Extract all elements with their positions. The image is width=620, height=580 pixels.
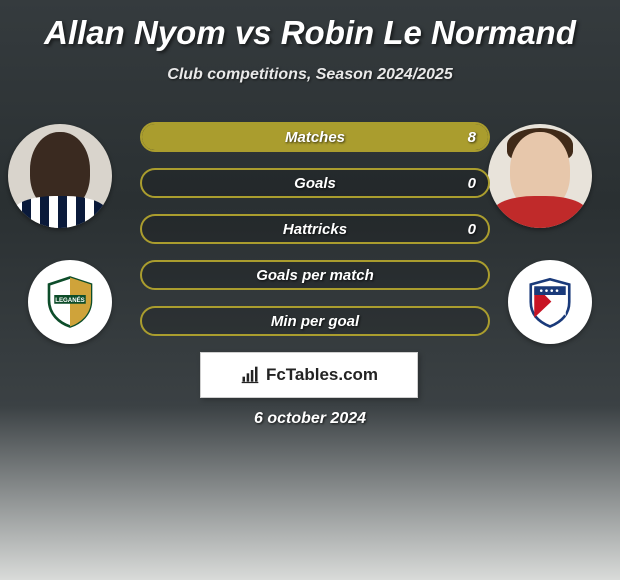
stat-label: Goals xyxy=(142,170,488,196)
shield-icon xyxy=(522,274,578,330)
comparison-infographic: Allan Nyom vs Robin Le Normand Club comp… xyxy=(0,0,620,580)
player2-avatar xyxy=(488,124,592,228)
stat-bar: 0Hattricks xyxy=(140,214,490,244)
player1-club-crest: LEGANÉS xyxy=(28,260,112,344)
player1-avatar xyxy=(8,124,112,228)
watermark-box: FcTables.com xyxy=(200,352,418,398)
stat-label: Hattricks xyxy=(142,216,488,242)
page-title: Allan Nyom vs Robin Le Normand xyxy=(0,0,620,52)
shield-icon: LEGANÉS xyxy=(42,274,98,330)
stat-label: Goals per match xyxy=(142,262,488,288)
stat-bars: 8Matches 0Goals 0Hattricks Goals per match M… xyxy=(140,122,490,352)
jersey-silhouette xyxy=(13,196,107,228)
stat-bar: 8Matches xyxy=(140,122,490,152)
stat-bar: Goals per match xyxy=(140,260,490,290)
page-subtitle: Club competitions, Season 2024/2025 xyxy=(0,66,620,84)
stat-bar: 0Goals xyxy=(140,168,490,198)
stat-label: Min per goal xyxy=(142,308,488,334)
bar-chart-icon xyxy=(240,365,260,385)
stat-bar: Min per goal xyxy=(140,306,490,336)
date-text: 6 october 2024 xyxy=(0,410,620,428)
svg-text:LEGANÉS: LEGANÉS xyxy=(55,296,85,304)
player2-club-crest xyxy=(508,260,592,344)
watermark-text: FcTables.com xyxy=(266,365,378,385)
jersey-silhouette xyxy=(493,196,587,228)
stat-label: Matches xyxy=(142,124,488,150)
